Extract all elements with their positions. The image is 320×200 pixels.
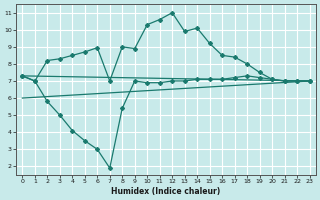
X-axis label: Humidex (Indice chaleur): Humidex (Indice chaleur) [111,187,220,196]
